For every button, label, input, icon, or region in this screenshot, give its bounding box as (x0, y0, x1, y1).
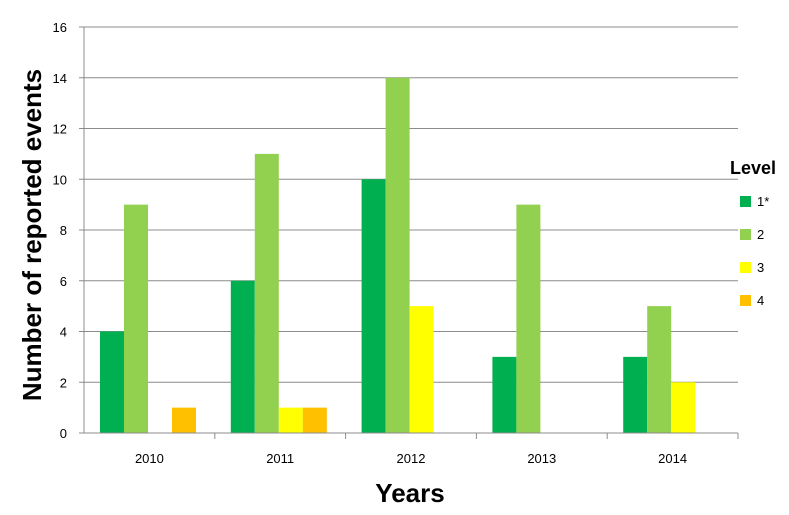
y-tick-label: 10 (53, 172, 67, 187)
y-tick-label: 0 (60, 426, 67, 441)
x-tick-label: 2011 (266, 451, 294, 466)
legend-swatch (740, 196, 751, 207)
gridlines (84, 26, 738, 383)
bar-2013-level-1star (492, 356, 517, 433)
bar-2013-level-2 (516, 204, 541, 433)
y-tick-label: 8 (60, 223, 67, 238)
bar-2011-level-2 (254, 153, 279, 433)
bar-2014-level-3 (671, 382, 696, 433)
x-axis-title: Years (375, 478, 444, 508)
bar-2011-level-4 (302, 407, 327, 433)
y-tick-label: 16 (53, 20, 67, 35)
y-tick-label: 14 (53, 71, 67, 86)
x-tick-label: 2014 (658, 451, 687, 466)
bar-2010-level-4 (172, 407, 196, 433)
x-tick-label: 2012 (397, 451, 426, 466)
bar-2011-level-1star (230, 280, 255, 433)
bar-2010-level-2 (124, 204, 148, 433)
legend-label: 4 (757, 293, 764, 308)
x-tick-label: 2013 (527, 451, 556, 466)
legend-swatch (740, 295, 751, 306)
y-tick-label: 12 (53, 122, 67, 137)
bar-2012-level-2 (385, 77, 410, 433)
legend-items: 1* 2 3 4 (740, 194, 769, 308)
bar-2014-level-2 (647, 306, 672, 433)
legend-label: 1* (757, 194, 769, 209)
bars (100, 77, 696, 433)
bar-2012-level-1star (361, 179, 386, 433)
bar-2012-level-3 (409, 306, 434, 433)
bar-2010-level-1star (100, 331, 124, 433)
bar-2014-level-1star (623, 356, 648, 433)
y-tick-label: 4 (60, 325, 67, 340)
legend-swatch (740, 229, 751, 240)
legend: Level 1* 2 3 4 (730, 158, 776, 308)
legend-swatch (740, 262, 751, 273)
x-tick-labels: 2010 2011 2012 2013 2014 (135, 451, 687, 466)
legend-title: Level (730, 158, 776, 178)
y-tick-label: 6 (60, 274, 67, 289)
legend-label: 3 (757, 260, 764, 275)
y-axis-title: Number of reported events (17, 69, 47, 401)
axes (79, 26, 739, 439)
legend-label: 2 (757, 227, 764, 242)
y-tick-label: 2 (60, 375, 67, 390)
y-tick-labels: 0 2 4 6 8 10 12 14 16 (53, 20, 67, 441)
x-tick-label: 2010 (135, 451, 164, 466)
bar-2011-level-3 (278, 407, 303, 433)
